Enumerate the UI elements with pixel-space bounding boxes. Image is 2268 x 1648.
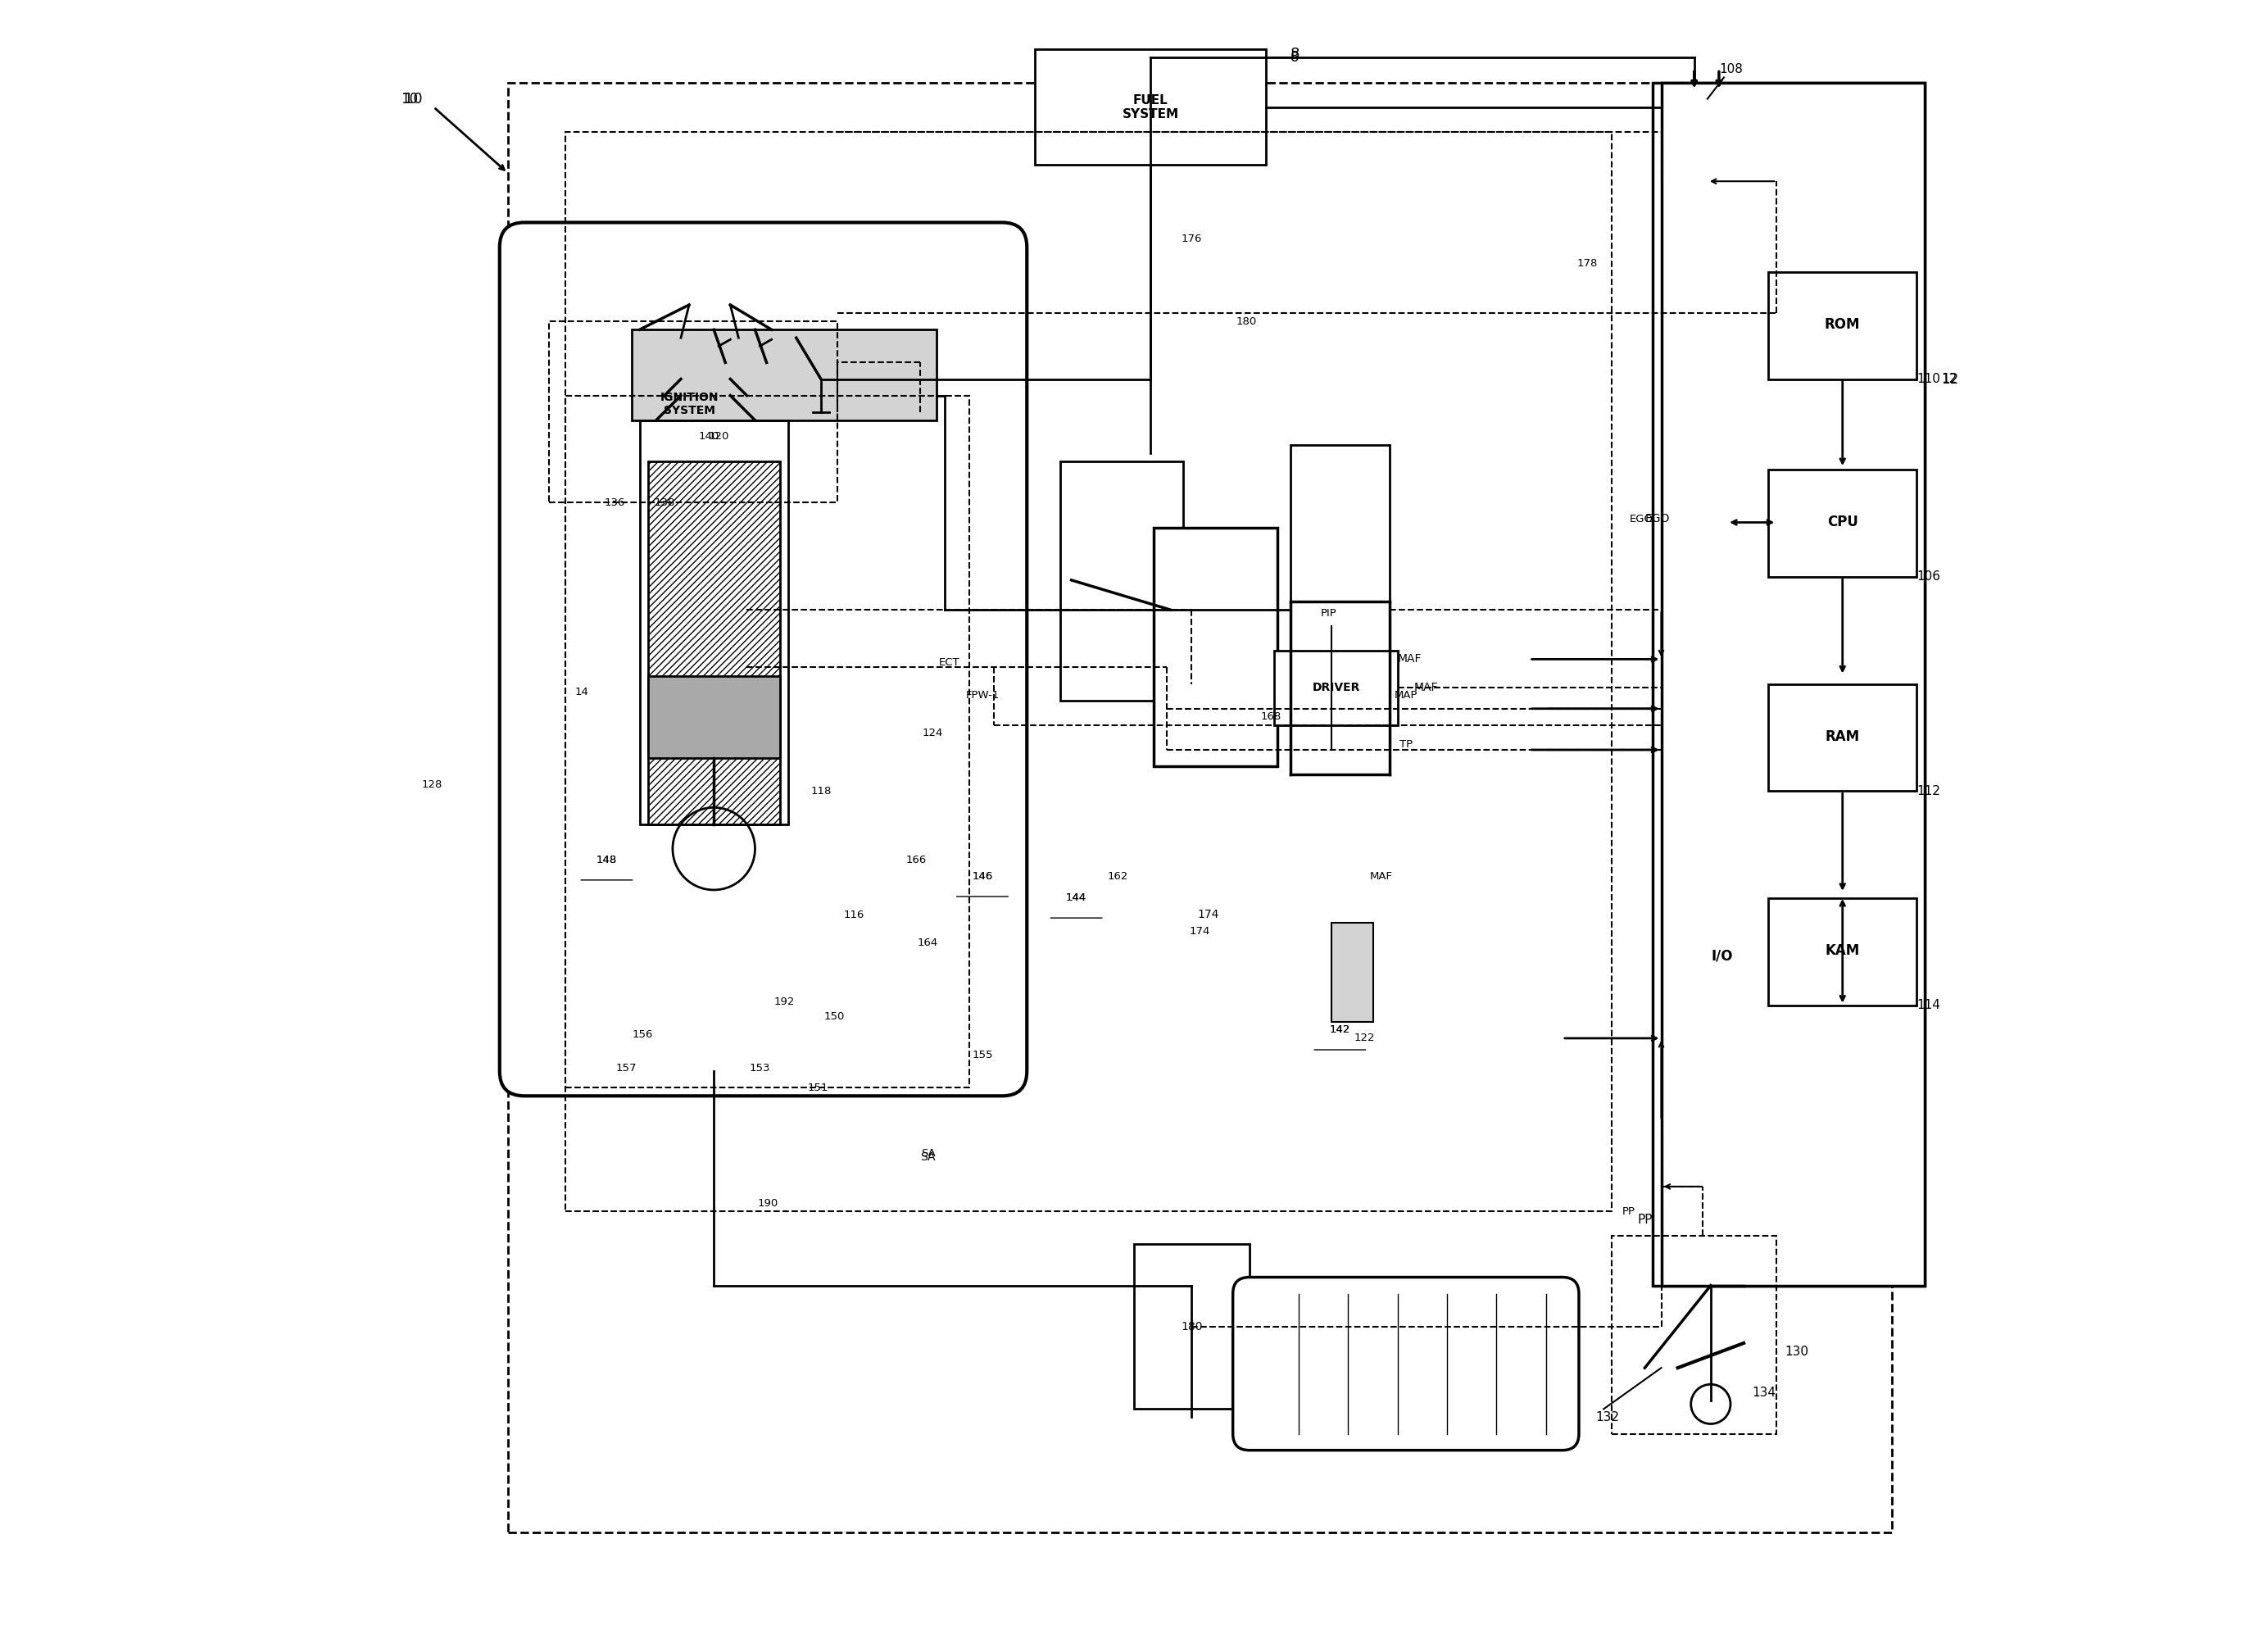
Text: 12: 12 — [1941, 372, 1960, 386]
Text: 108: 108 — [1719, 63, 1742, 76]
Text: 8: 8 — [1290, 51, 1300, 64]
Text: MAF: MAF — [1415, 682, 1438, 692]
Bar — [649, 461, 780, 824]
Text: DRIVER: DRIVER — [1313, 682, 1361, 692]
Text: 140: 140 — [699, 432, 719, 442]
Text: I/O: I/O — [1712, 949, 1733, 962]
Text: 180: 180 — [1182, 1322, 1202, 1332]
Text: IGNITION
SYSTEM: IGNITION SYSTEM — [660, 391, 719, 417]
Text: 148: 148 — [596, 855, 617, 865]
Text: 153: 153 — [748, 1063, 771, 1073]
Text: FPW-1: FPW-1 — [966, 691, 1000, 700]
Text: 132: 132 — [1594, 1411, 1619, 1424]
Bar — [1613, 1236, 1776, 1434]
Text: 130: 130 — [1785, 1345, 1808, 1358]
Text: 162: 162 — [1107, 872, 1127, 882]
Text: PP: PP — [1637, 1213, 1653, 1226]
Text: SA: SA — [921, 1152, 937, 1162]
Text: 157: 157 — [617, 1063, 637, 1073]
Text: 174: 174 — [1198, 910, 1218, 920]
Bar — [1669, 181, 1776, 1154]
Text: 136: 136 — [606, 498, 626, 508]
Bar — [1059, 461, 1184, 700]
Text: 144: 144 — [1066, 893, 1086, 903]
Text: EGO: EGO — [1631, 514, 1653, 524]
Text: 118: 118 — [810, 786, 832, 796]
Bar — [549, 330, 830, 494]
Text: 134: 134 — [1751, 1386, 1776, 1399]
Bar — [1769, 272, 1916, 379]
Text: 148: 148 — [596, 855, 617, 865]
Text: EGO: EGO — [1644, 514, 1669, 524]
Text: 178: 178 — [1576, 259, 1597, 269]
Text: ROM: ROM — [1826, 318, 1860, 331]
Text: MAF: MAF — [1370, 872, 1393, 882]
Text: 138: 138 — [653, 498, 676, 508]
Text: 192: 192 — [773, 997, 796, 1007]
Text: CPU: CPU — [1828, 516, 1857, 529]
Text: 155: 155 — [973, 1050, 993, 1060]
Bar — [565, 396, 968, 1088]
Text: 146: 146 — [973, 872, 993, 882]
Text: 142: 142 — [1329, 1025, 1349, 1035]
Text: 10: 10 — [401, 92, 417, 105]
Text: MAP: MAP — [1395, 691, 1418, 700]
Bar — [1290, 445, 1390, 775]
Bar — [1134, 1244, 1250, 1409]
Text: FUEL
SYSTEM: FUEL SYSTEM — [1123, 94, 1179, 120]
Text: 116: 116 — [844, 910, 864, 920]
Text: 120: 120 — [708, 432, 730, 442]
FancyBboxPatch shape — [499, 222, 1027, 1096]
Text: 112: 112 — [1916, 784, 1941, 798]
Text: ECT: ECT — [939, 658, 959, 667]
Text: 166: 166 — [907, 855, 928, 865]
Text: 122: 122 — [1354, 1033, 1374, 1043]
Bar — [1653, 82, 1926, 1285]
Text: SA: SA — [921, 1149, 934, 1159]
Bar — [1660, 82, 1926, 1285]
Bar — [1769, 470, 1916, 577]
Text: PP: PP — [1622, 1206, 1635, 1216]
Text: 164: 164 — [919, 938, 939, 948]
Text: TP: TP — [1399, 740, 1413, 750]
Text: 150: 150 — [823, 1012, 844, 1022]
Text: 110: 110 — [1916, 372, 1941, 386]
Text: 124: 124 — [923, 728, 943, 738]
Text: 128: 128 — [422, 780, 442, 789]
Text: 190: 190 — [758, 1198, 778, 1208]
Bar — [1034, 49, 1266, 165]
Text: 168: 168 — [1261, 712, 1281, 722]
Bar — [1769, 898, 1916, 1005]
Bar — [631, 330, 937, 420]
Text: 142: 142 — [1329, 1025, 1349, 1035]
Text: 114: 114 — [1916, 999, 1941, 1012]
Text: KAM: KAM — [1826, 944, 1860, 957]
Text: 156: 156 — [633, 1030, 653, 1040]
Bar — [508, 82, 1892, 1533]
Text: MAF: MAF — [1397, 654, 1422, 664]
Bar — [649, 676, 780, 758]
Bar — [549, 321, 837, 503]
Text: 12: 12 — [1941, 372, 1957, 386]
Bar — [1154, 527, 1277, 766]
Text: 180: 180 — [1236, 316, 1256, 326]
Text: PIP: PIP — [1320, 608, 1336, 618]
Text: 176: 176 — [1182, 234, 1202, 244]
Text: 14: 14 — [576, 687, 590, 697]
Text: 10: 10 — [404, 92, 422, 105]
Text: RAM: RAM — [1826, 730, 1860, 743]
Bar — [1769, 684, 1916, 791]
Bar — [640, 420, 787, 824]
Text: 151: 151 — [807, 1083, 828, 1093]
Bar — [1275, 651, 1397, 725]
FancyBboxPatch shape — [1234, 1277, 1579, 1450]
Text: 106: 106 — [1916, 570, 1941, 583]
Bar — [565, 132, 1613, 1211]
Bar — [1331, 923, 1372, 1022]
Text: 146: 146 — [973, 872, 993, 882]
Text: 8: 8 — [1290, 48, 1300, 61]
Text: 144: 144 — [1066, 893, 1086, 903]
Text: 174: 174 — [1188, 926, 1211, 936]
